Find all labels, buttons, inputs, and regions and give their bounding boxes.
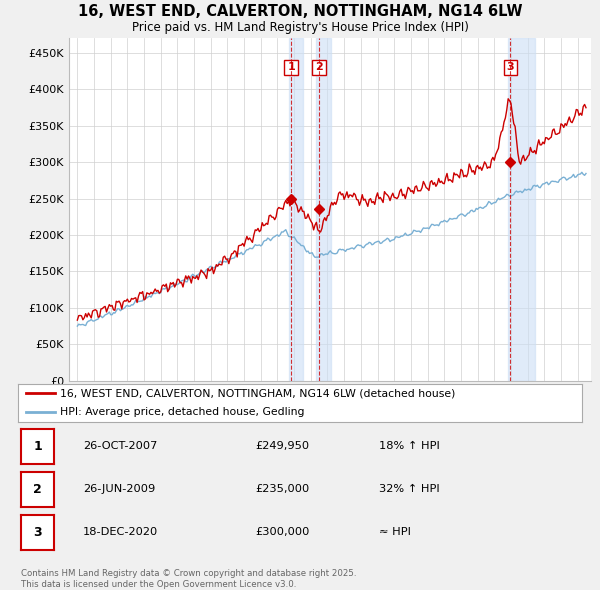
Text: 16, WEST END, CALVERTON, NOTTINGHAM, NG14 6LW: 16, WEST END, CALVERTON, NOTTINGHAM, NG1… — [78, 4, 522, 19]
Text: 18-DEC-2020: 18-DEC-2020 — [83, 527, 158, 537]
Text: 1: 1 — [287, 63, 295, 73]
Bar — [316, 38, 331, 381]
Text: 3: 3 — [33, 526, 42, 539]
Text: 26-OCT-2007: 26-OCT-2007 — [83, 441, 157, 451]
Text: 2: 2 — [315, 63, 323, 73]
Bar — [289, 38, 303, 381]
Text: 18% ↑ HPI: 18% ↑ HPI — [379, 441, 440, 451]
Text: Contains HM Land Registry data © Crown copyright and database right 2025.
This d: Contains HM Land Registry data © Crown c… — [21, 569, 356, 589]
Text: 32% ↑ HPI: 32% ↑ HPI — [379, 484, 440, 494]
Text: £249,950: £249,950 — [255, 441, 309, 451]
Text: 16, WEST END, CALVERTON, NOTTINGHAM, NG14 6LW (detached house): 16, WEST END, CALVERTON, NOTTINGHAM, NG1… — [60, 388, 455, 398]
Text: 1: 1 — [33, 440, 42, 453]
Bar — [508, 38, 535, 381]
Text: HPI: Average price, detached house, Gedling: HPI: Average price, detached house, Gedl… — [60, 407, 305, 417]
Text: £235,000: £235,000 — [255, 484, 309, 494]
Text: 2: 2 — [33, 483, 42, 496]
Text: Price paid vs. HM Land Registry's House Price Index (HPI): Price paid vs. HM Land Registry's House … — [131, 21, 469, 34]
Text: ≈ HPI: ≈ HPI — [379, 527, 411, 537]
Text: 3: 3 — [506, 63, 514, 73]
Text: 26-JUN-2009: 26-JUN-2009 — [83, 484, 155, 494]
Text: £300,000: £300,000 — [255, 527, 309, 537]
